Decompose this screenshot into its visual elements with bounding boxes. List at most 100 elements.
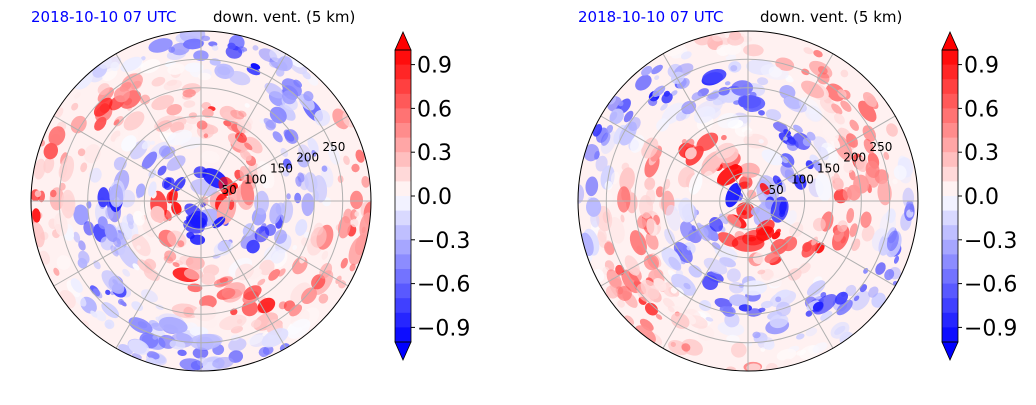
heatmap-cell: [850, 290, 870, 311]
colorbar-segment: [942, 123, 958, 139]
heatmap-cell: [196, 120, 208, 130]
heatmap-cell: [771, 231, 781, 240]
heatmap-cell: [239, 149, 252, 162]
heatmap-cell: [675, 111, 687, 122]
radial-tick-label: 250: [322, 140, 345, 154]
heatmap-cell: [763, 340, 775, 350]
heatmap-cell: [623, 110, 634, 123]
heatmap-cell: [150, 205, 165, 223]
heatmap-cell: [151, 76, 166, 87]
heatmap-cell: [244, 142, 253, 151]
heatmap-cell: [760, 347, 766, 352]
heatmap-cell: [863, 138, 875, 154]
heatmap-cell: [59, 182, 66, 191]
heatmap-cell: [802, 137, 812, 147]
angular-grid-line: [747, 200, 834, 349]
heatmap-cell: [837, 89, 847, 99]
heatmap-cell: [274, 229, 287, 244]
heatmap-cell: [179, 31, 206, 43]
heatmap-cell: [287, 318, 311, 339]
heatmap-cell: [757, 269, 766, 275]
heatmap-cell: [806, 280, 826, 297]
heatmap-cell: [706, 93, 719, 101]
heatmap-cell: [602, 211, 611, 224]
colorbar-segment: [942, 283, 958, 299]
heatmap-cell: [886, 123, 898, 137]
colorbar-segment: [395, 108, 411, 124]
heatmap-cell: [321, 250, 329, 260]
chart-panel-left: 2018-10-10 07 UTC down. vent. (5 km) 50 1…: [0, 0, 518, 401]
heatmap-cell: [738, 95, 762, 109]
heatmap-cell: [213, 240, 234, 257]
heatmap-cell: [731, 342, 747, 358]
heatmap-cell: [77, 148, 86, 157]
heatmap-cell: [167, 63, 185, 75]
heatmap-cell: [656, 118, 670, 132]
heatmap-cell: [338, 280, 347, 289]
heatmap-cell: [262, 345, 274, 355]
heatmap-cell: [302, 71, 311, 80]
heatmap-cell: [765, 109, 782, 121]
heatmap-cell: [152, 334, 158, 340]
colorbar-segment: [395, 312, 411, 328]
angular-grid-line: [600, 115, 749, 202]
heatmap-cell: [151, 322, 165, 332]
heatmap-cell: [340, 257, 348, 269]
heatmap-cell: [184, 62, 204, 73]
heatmap-cell: [135, 183, 146, 198]
heatmap-cell: [670, 90, 678, 96]
heatmap-cell: [812, 342, 828, 353]
heatmap-cell: [793, 124, 803, 133]
heatmap-cell: [868, 286, 879, 298]
heatmap-cell: [717, 321, 745, 336]
heatmap-cell: [151, 95, 175, 111]
heatmap-cell: [813, 50, 823, 58]
radial-tick-label: 100: [244, 172, 267, 186]
colorbar-segment: [395, 50, 411, 66]
heatmap-cell: [307, 137, 319, 154]
heatmap-cell: [301, 193, 315, 217]
heatmap-cell: [258, 296, 266, 303]
heatmap-cell: [752, 252, 765, 265]
heatmap-cell: [200, 272, 216, 286]
polar-frame: [30, 30, 372, 372]
heatmap-cell: [845, 284, 857, 297]
heatmap-cell: [833, 172, 841, 185]
heatmap-cell: [301, 287, 317, 305]
heatmap-cell: [246, 239, 260, 254]
heatmap-cell: [636, 217, 647, 229]
heatmap-cell: [606, 124, 614, 134]
heatmap-cell: [163, 79, 183, 91]
heatmap-cell: [56, 255, 71, 270]
heatmap-cell: [760, 300, 773, 309]
heatmap-cell: [739, 162, 760, 178]
heatmap-cell: [121, 135, 137, 152]
heatmap-cell: [70, 278, 83, 293]
heatmap-cell: [171, 303, 200, 319]
heatmap-cell: [278, 268, 286, 277]
colorbar-tick-label: 0.6: [417, 97, 452, 122]
heatmap-cell: [862, 91, 877, 108]
heatmap-cell: [141, 140, 151, 150]
heatmap-cell: [261, 328, 289, 348]
heatmap-cell: [268, 269, 281, 281]
heatmap-cell: [583, 144, 600, 162]
heatmap-cell: [251, 319, 262, 328]
heatmap-cell: [303, 90, 314, 102]
heatmap-cell: [670, 312, 690, 329]
colorbar-extend-min: [394, 341, 412, 361]
heatmap-cell: [722, 306, 736, 317]
angular-grid-line: [53, 200, 202, 287]
heatmap-cell: [169, 339, 186, 350]
colorbar-tick-label: −0.3: [417, 229, 470, 254]
heatmap-cell: [80, 162, 88, 173]
heatmap-cell: [186, 115, 201, 125]
radial-tick-label: 100: [791, 172, 814, 186]
heatmap-cell: [796, 349, 806, 356]
heatmap-cell: [228, 338, 247, 352]
heatmap-cell: [292, 244, 297, 251]
heatmap-cell: [140, 56, 146, 61]
heatmap-cell: [796, 333, 805, 340]
heatmap-cell: [693, 106, 716, 124]
